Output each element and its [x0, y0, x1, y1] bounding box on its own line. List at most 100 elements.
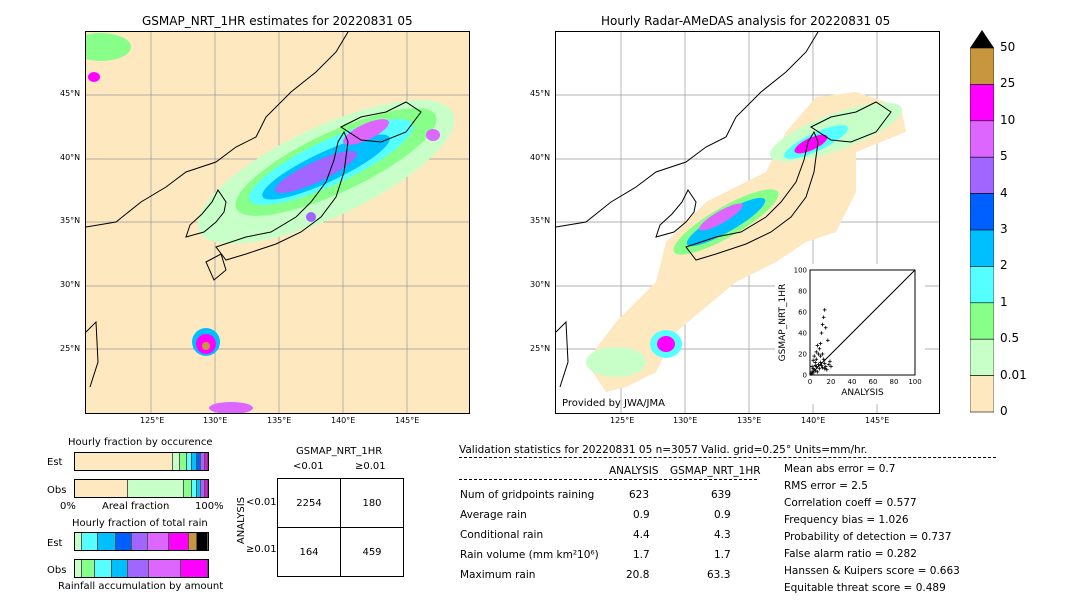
- scatter-point: [818, 360, 823, 365]
- contingency-col2: ≥0.01: [355, 461, 386, 472]
- cell-b: 180: [340, 478, 404, 528]
- scatter-point: [815, 343, 820, 348]
- scatter-point: [817, 346, 822, 351]
- scatter-point: [818, 341, 823, 346]
- scatter-point: [821, 357, 826, 362]
- colorbar-level-label: 3: [1000, 222, 1008, 236]
- contingency-row2: ≥0.01: [246, 544, 277, 555]
- right-lat-45: 45°N: [530, 89, 551, 98]
- colorbar-swatch: [969, 120, 995, 158]
- scatter-point: [811, 358, 815, 363]
- score-5: False alarm ratio = 0.282: [784, 548, 917, 560]
- colorbar-level-label: 0.5: [1000, 331, 1020, 346]
- scatter-y-tick: 40: [798, 330, 807, 338]
- score-7: Equitable threat score = 0.489: [784, 582, 946, 594]
- contingency-title: GSMAP_NRT_1HR: [296, 446, 383, 457]
- colorbar-level-label: 10: [1000, 112, 1016, 127]
- row-label-2: Conditional rain: [460, 529, 544, 541]
- row-g-1: 0.9: [714, 509, 731, 521]
- left-lon-125: 125°E: [140, 416, 165, 425]
- contingency-table: 2254 180 164 459: [277, 478, 404, 577]
- scatter-point: [823, 364, 828, 369]
- left-lat-25: 25°N: [60, 344, 81, 353]
- scatter-point: [828, 359, 832, 364]
- left-lon-130: 130°E: [203, 416, 228, 425]
- contingency-row1: <0.01: [246, 497, 277, 508]
- right-lat-25: 25°N: [530, 344, 551, 353]
- row-a-1: 0.9: [633, 509, 650, 521]
- left-lat-40: 40°N: [60, 153, 81, 162]
- score-1: RMS error = 2.5: [784, 480, 868, 492]
- row-g-3: 1.7: [714, 549, 731, 561]
- colorbar-swatch: [969, 84, 995, 122]
- scatter-point: [814, 357, 819, 362]
- left-lon-135: 135°E: [267, 416, 292, 425]
- left-map-title: GSMAP_NRT_1HR estimates for 20220831 05: [142, 14, 413, 28]
- left-lon-145: 145°E: [395, 416, 420, 425]
- tot-est-label: Est: [47, 538, 63, 549]
- scatter-point: [812, 354, 816, 358]
- col-gsmap: GSMAP_NRT_1HR: [670, 465, 761, 477]
- scatter-inset: 0 0 20 20 40 40 60 60 80 80 100 100 ANALYSIS GSMAP_NR…: [775, 264, 925, 404]
- left-lat-30: 30°N: [60, 280, 81, 289]
- right-lat-40: 40°N: [530, 153, 551, 162]
- tot-obs-bar: [74, 559, 209, 578]
- colorbar-swatch: [969, 156, 995, 194]
- colorbar-swatch: [969, 302, 995, 340]
- row-a-3: 1.7: [633, 549, 650, 561]
- row-label-4: Maximum rain: [460, 569, 536, 581]
- scatter-point: [820, 352, 825, 356]
- occ-obs-bar: [74, 479, 209, 498]
- colorbar-svg: [969, 30, 995, 413]
- scatter-point: [822, 361, 827, 366]
- scatter-xlabel: ANALYSIS: [841, 388, 884, 398]
- colorbar-swatch: [969, 229, 995, 267]
- right-map-layer: [556, 32, 939, 413]
- scatter-point: [822, 308, 827, 312]
- colorbar-swatch: [969, 47, 995, 85]
- colorbar-swatch: [969, 193, 995, 231]
- accum-title: Rainfall accumulation by amount: [58, 581, 224, 592]
- right-radar-field: [586, 92, 906, 392]
- scatter-y-tick: 0: [803, 372, 807, 380]
- scatter-x-tick: 20: [827, 378, 836, 386]
- colorbar-level-label: 2: [1000, 258, 1008, 273]
- right-lon-130: 130°E: [673, 416, 698, 425]
- right-lat-35: 35°N: [530, 216, 551, 225]
- score-3: Frequency bias = 1.026: [784, 514, 909, 526]
- cell-a: 2254: [277, 478, 341, 528]
- row-label-0: Num of gridpoints raining: [460, 489, 595, 501]
- scatter-point: [820, 322, 825, 327]
- validation-rule2: [459, 479, 757, 480]
- scatter-point: [816, 352, 821, 356]
- tot-est-bar: [74, 532, 209, 551]
- scatter-y-tick: 80: [798, 288, 807, 296]
- scatter-point: [822, 366, 827, 371]
- scatter-point: [813, 363, 818, 368]
- cell-d: 459: [340, 527, 404, 577]
- scatter-point: [821, 315, 826, 320]
- right-coastline: [556, 32, 892, 388]
- row-g-4: 63.3: [707, 569, 731, 581]
- row-label-3: Rain volume (mm km²10⁶): [460, 549, 599, 561]
- score-6: Hanssen & Kuipers score = 0.663: [784, 565, 960, 577]
- left-lat-45: 45°N: [60, 89, 81, 98]
- scatter-diagonal: [809, 269, 916, 376]
- scatter-x-tick: 0: [808, 378, 812, 386]
- left-coastline: [86, 32, 422, 388]
- occurrence-title: Hourly fraction by occurence: [68, 437, 213, 448]
- cell-c: 164: [277, 527, 341, 577]
- colorbar-level-label: 0.01: [1000, 367, 1027, 382]
- left-rain-field: [86, 33, 455, 413]
- colorbar-arrow: [970, 30, 994, 48]
- colorbar-level-label: 25: [1000, 76, 1016, 91]
- scatter-x-tick: 60: [869, 378, 878, 386]
- scatter-point: [811, 371, 815, 375]
- scatter-y-tick: 60: [798, 309, 807, 317]
- scatter-point: [815, 370, 820, 374]
- scatter-point: [814, 350, 819, 354]
- scatter-point: [819, 331, 824, 335]
- left-lat-35: 35°N: [60, 216, 81, 225]
- scatter-point: [819, 363, 824, 368]
- scatter-point: [820, 365, 825, 370]
